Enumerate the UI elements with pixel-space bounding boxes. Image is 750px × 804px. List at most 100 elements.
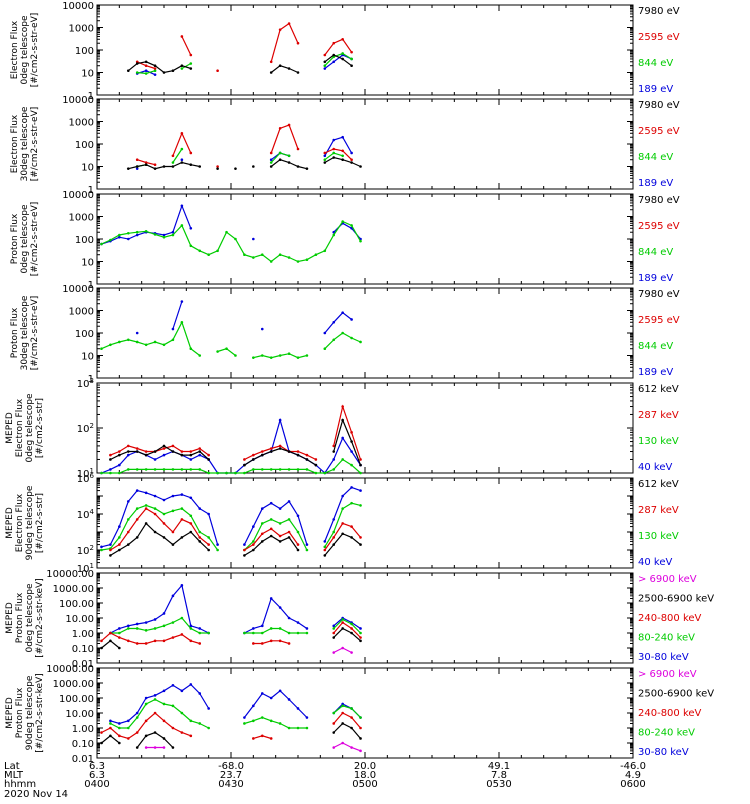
series-line	[244, 445, 317, 461]
series-line	[137, 159, 156, 166]
y-tick-label: 1	[88, 91, 94, 102]
x-row-title-lat: Lat	[4, 761, 20, 772]
legend-entry: 30-80 keV	[638, 747, 689, 758]
series-line	[101, 489, 219, 548]
y-tick-label: 100.00	[59, 599, 94, 610]
series-line	[136, 731, 174, 748]
series-line	[244, 528, 299, 551]
series-40-kev	[100, 486, 362, 549]
series-2595-ev	[135, 123, 353, 168]
legend-entry: 2595 eV	[638, 32, 680, 43]
y-tick-label: 10000	[62, 95, 94, 106]
panel-frame	[96, 193, 634, 285]
y-tick-label: 10	[81, 69, 94, 80]
plot-date: 2020 Nov 14	[4, 789, 68, 800]
y-axis-title: Electron Flux	[15, 493, 25, 552]
legend-entry: 7980 eV	[638, 6, 680, 17]
series-line	[244, 716, 307, 729]
data-point	[216, 69, 219, 73]
series-line	[324, 38, 353, 56]
data-point	[234, 167, 237, 170]
y-tick-label: 1.00	[72, 629, 94, 640]
legend-entry: 130 keV	[638, 436, 679, 447]
y-tick-label: 0.01	[72, 754, 94, 765]
legend-entry: 40 keV	[638, 462, 672, 473]
y-tick-label: 10.00	[65, 709, 94, 720]
y-axis-title: 0deg telescope	[20, 15, 30, 85]
y-tick-label: 10000.00	[46, 569, 94, 580]
series-line	[172, 131, 192, 157]
series-line	[244, 627, 307, 634]
series-130-kev	[100, 501, 362, 552]
legend-entry: 189 eV	[638, 273, 673, 284]
series-line	[324, 522, 361, 551]
x-row-title-hhmm: hhmm	[4, 779, 36, 790]
series-line	[324, 332, 361, 350]
series-40-kev	[100, 417, 362, 475]
series-189-ev	[135, 135, 353, 170]
y-axis-title: 0deg telescope	[20, 204, 30, 274]
y-axis-title: 90deg telescope	[25, 485, 35, 560]
x-tick-hhmm: 0500	[352, 779, 377, 790]
y-tick-label: 100	[75, 46, 94, 57]
legend-entry: 130 keV	[638, 531, 679, 542]
legend-entry: 7980 eV	[638, 289, 680, 300]
panel-frame	[96, 382, 634, 474]
y-axis-title: Electron Flux	[10, 114, 20, 173]
series-line	[270, 22, 299, 62]
panel-frame	[96, 4, 634, 96]
series-line	[101, 204, 192, 245]
series-80-240-kev	[109, 698, 362, 730]
y-axis-title: 0deg telescope	[25, 393, 35, 463]
series-line	[270, 152, 290, 163]
series-line	[137, 70, 156, 75]
y-tick-label: 1000	[69, 24, 94, 35]
series-240-800-kev	[100, 621, 362, 645]
data-point	[180, 158, 184, 162]
data-point	[252, 237, 255, 241]
x-tick-mlt: 4.9	[625, 770, 641, 781]
series-line	[324, 486, 361, 542]
legend-entry: 189 eV	[638, 84, 673, 95]
legend-entry: 2595 eV	[638, 221, 680, 232]
data-point	[100, 471, 103, 475]
y-tick-label: 102	[77, 544, 94, 557]
x-tick-lat: -68.0	[218, 761, 244, 772]
y-tick-label: 10	[81, 352, 94, 363]
series-line	[333, 722, 361, 739]
y-tick-label: 100.00	[59, 694, 94, 705]
series-line	[101, 320, 201, 356]
series-line	[243, 689, 308, 718]
legend-entry: 189 eV	[638, 367, 673, 378]
legend-entry: 2500-6900 keV	[638, 594, 714, 605]
y-tick-label: 0.10	[72, 739, 94, 750]
panel-frame	[96, 572, 634, 664]
series-line	[101, 640, 120, 649]
series-line	[101, 458, 361, 474]
panel-8: MEPED Proton Flux 90deg telescope [#/cm2-s-…	[5, 667, 714, 759]
x-tick-hhmm: 0600	[620, 779, 645, 790]
legend-entry: 844 eV	[638, 152, 673, 163]
legend-entry: 844 eV	[638, 58, 673, 69]
legend-entry: 844 eV	[638, 341, 673, 352]
legend-entry: 40 keV	[638, 557, 672, 568]
series-line	[244, 597, 308, 634]
series-line	[110, 683, 210, 725]
series-7980-ev	[126, 53, 353, 74]
panel-6: MEPED Electron Flux 90deg telescope [#/cm2-…	[5, 477, 679, 569]
series-line	[110, 445, 210, 456]
y-tick-label: 1	[88, 280, 94, 291]
series-line	[333, 742, 361, 752]
legend-entry: 240-800 keV	[638, 708, 702, 719]
data-point	[216, 167, 219, 170]
series-line	[333, 617, 361, 629]
legend-entry: > 6900 keV	[638, 669, 697, 680]
legend-entry: 80-240 keV	[638, 728, 695, 739]
panel-3: Proton Flux 0deg telescope [#/cm2-s-str-eV…	[10, 193, 680, 285]
y-axis-title: MEPED	[5, 602, 15, 634]
series-line	[270, 159, 308, 170]
data-point	[305, 631, 309, 635]
panel-5: MEPED Electron Flux 0deg telescope [#/cm2-s…	[5, 382, 679, 475]
y-tick-label: 104	[77, 508, 95, 521]
series-line	[101, 735, 120, 744]
